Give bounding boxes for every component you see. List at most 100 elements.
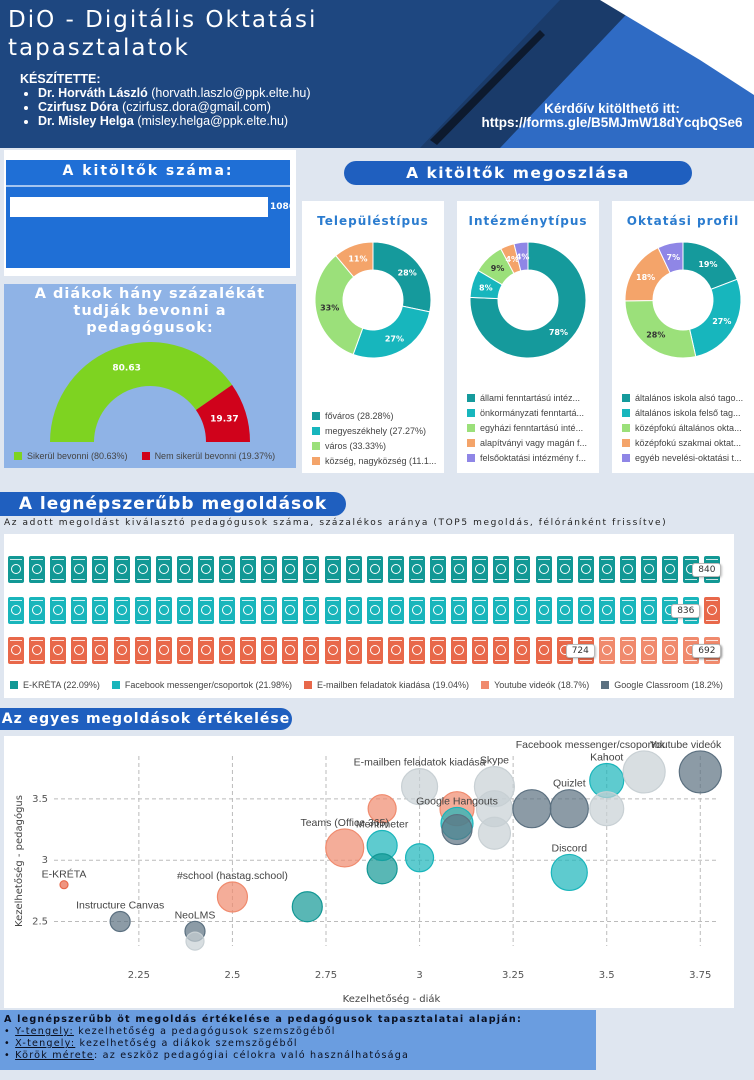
popular-icon (303, 637, 320, 664)
legend-item: község, nagyközség (11.1... (312, 453, 440, 468)
respondents-title: A kitöltők száma: (62, 163, 234, 179)
legend-label: általános iskola felső tag... (635, 407, 741, 418)
respondents-chart (10, 197, 268, 217)
popular-icon (240, 597, 257, 624)
legend-swatch (622, 393, 630, 402)
legend-label: Google Classroom (18.2%) (614, 679, 723, 690)
footnote-item: • Körök mérete: az eszköz pedagógiai cél… (4, 1050, 410, 1061)
bubble-point[interactable] (441, 813, 473, 846)
legend-swatch (467, 393, 475, 402)
legend-item: általános iskola alsó tago... (622, 390, 750, 405)
y-axis-label: Kezelhetőség - pedagógus (13, 795, 25, 927)
popular-icon (50, 637, 67, 664)
popular-icon (197, 597, 214, 624)
popular-icon (387, 637, 404, 664)
survey-url-link[interactable]: https://forms.gle/B5MJmW18dYcqbQSe6 (481, 115, 743, 130)
bubble-point[interactable] (400, 768, 439, 806)
popular-icon (29, 556, 46, 583)
popular-icon (472, 556, 489, 583)
y-tick-label: 3 (42, 855, 48, 866)
author-email[interactable]: (horvath.laszlo@ppk.elte.hu) (151, 86, 311, 100)
legend-item: felsőoktatási intézmény f... (467, 450, 595, 465)
bubble-label: E-KRÉTA (42, 868, 87, 881)
bubble-point[interactable] (291, 891, 323, 923)
bubble-point[interactable] (185, 931, 205, 951)
legend-label: általános iskola alsó tago... (635, 392, 744, 403)
popular-icon (197, 556, 214, 583)
legend-swatch (312, 441, 320, 450)
popular-icon (619, 637, 636, 664)
respondents-value: 1086 (270, 202, 296, 212)
bubble-label: Discord (551, 842, 587, 854)
bubble-point[interactable] (550, 853, 588, 892)
bubble-point[interactable] (366, 853, 398, 885)
bubble-point[interactable] (589, 791, 625, 827)
popular-icon (176, 597, 193, 624)
popular-icon (155, 556, 172, 583)
bubble-point[interactable] (109, 910, 131, 933)
popular-icon (598, 597, 615, 624)
popular-icon (92, 637, 109, 664)
popular-icon (366, 637, 383, 664)
bubble-label: Quizlet (553, 778, 586, 790)
legend-swatch (303, 680, 312, 689)
popular-icon (535, 556, 552, 583)
bubble-point[interactable] (404, 843, 435, 873)
donut-slice (469, 241, 587, 359)
donut-label: 4% (505, 255, 519, 264)
legend-label: egyéb nevelési-oktatási t... (635, 452, 742, 463)
author-email[interactable]: (misley.helga@ppk.elte.hu) (137, 114, 289, 128)
legend-label: főváros (28.28%) (325, 410, 394, 421)
popular-icon (535, 637, 552, 664)
bubble-point[interactable] (216, 881, 249, 913)
popular-icon (619, 556, 636, 583)
popular-icon (303, 556, 320, 583)
x-tick-label: 3.75 (689, 970, 711, 981)
popular-icon (324, 637, 341, 664)
author-name: Czirfusz Dóra (38, 100, 119, 114)
popular-icon (134, 637, 151, 664)
popular-icon (577, 597, 594, 624)
bubble-point[interactable] (367, 794, 397, 824)
bubble-point[interactable] (549, 789, 589, 829)
legend-swatch (312, 411, 320, 420)
popular-icon (577, 556, 594, 583)
y-tick-label: 2.5 (32, 916, 48, 927)
bubble-point[interactable] (622, 750, 666, 794)
popular-icon (176, 637, 193, 664)
donut-slice (335, 241, 374, 278)
legend-item: főváros (28.28%) (312, 408, 440, 423)
header-banner (0, 0, 754, 148)
popular-icon (514, 556, 531, 583)
legend-swatch (312, 426, 320, 435)
popular-icon (92, 556, 109, 583)
popular-icon (598, 637, 615, 664)
gauge-segment (195, 384, 250, 442)
author-email[interactable]: (czirfusz.dora@gmail.com) (122, 100, 271, 114)
bubble-label: Mentimeter (356, 818, 409, 830)
authors-block: KÉSZÍTETTE: Dr. Horváth László (horvath.… (20, 72, 311, 128)
popular-icon (71, 637, 88, 664)
bubble-point[interactable] (512, 789, 552, 829)
bubble-point[interactable] (678, 750, 722, 794)
bubble-point[interactable] (59, 880, 69, 890)
legend-item: Youtube videók (18.7%) (481, 677, 589, 692)
bubble-point[interactable] (325, 828, 365, 868)
popular-icon (176, 556, 193, 583)
footnote-key: Y-tengely: (15, 1026, 74, 1037)
popular-icon (303, 597, 320, 624)
popular-icon (71, 556, 88, 583)
popular-icon (556, 597, 573, 624)
popular-icon (662, 556, 679, 583)
donut-label: 27% (712, 317, 731, 326)
x-tick-label: 2.25 (128, 970, 150, 981)
popular-icon (662, 637, 679, 664)
card-title: Intézménytípus (468, 214, 588, 228)
popular-icon (472, 637, 489, 664)
popular-value-tag: 724 (565, 644, 595, 658)
bubble-point[interactable] (477, 816, 512, 850)
legend-label: község, nagyközség (11.1... (325, 455, 437, 466)
students-legend: Sikerül bevonni (80.63%) Nem sikerül bev… (14, 448, 275, 463)
legend-item: egyházi fenntartású inté... (467, 420, 595, 435)
popular-icon (641, 556, 657, 583)
